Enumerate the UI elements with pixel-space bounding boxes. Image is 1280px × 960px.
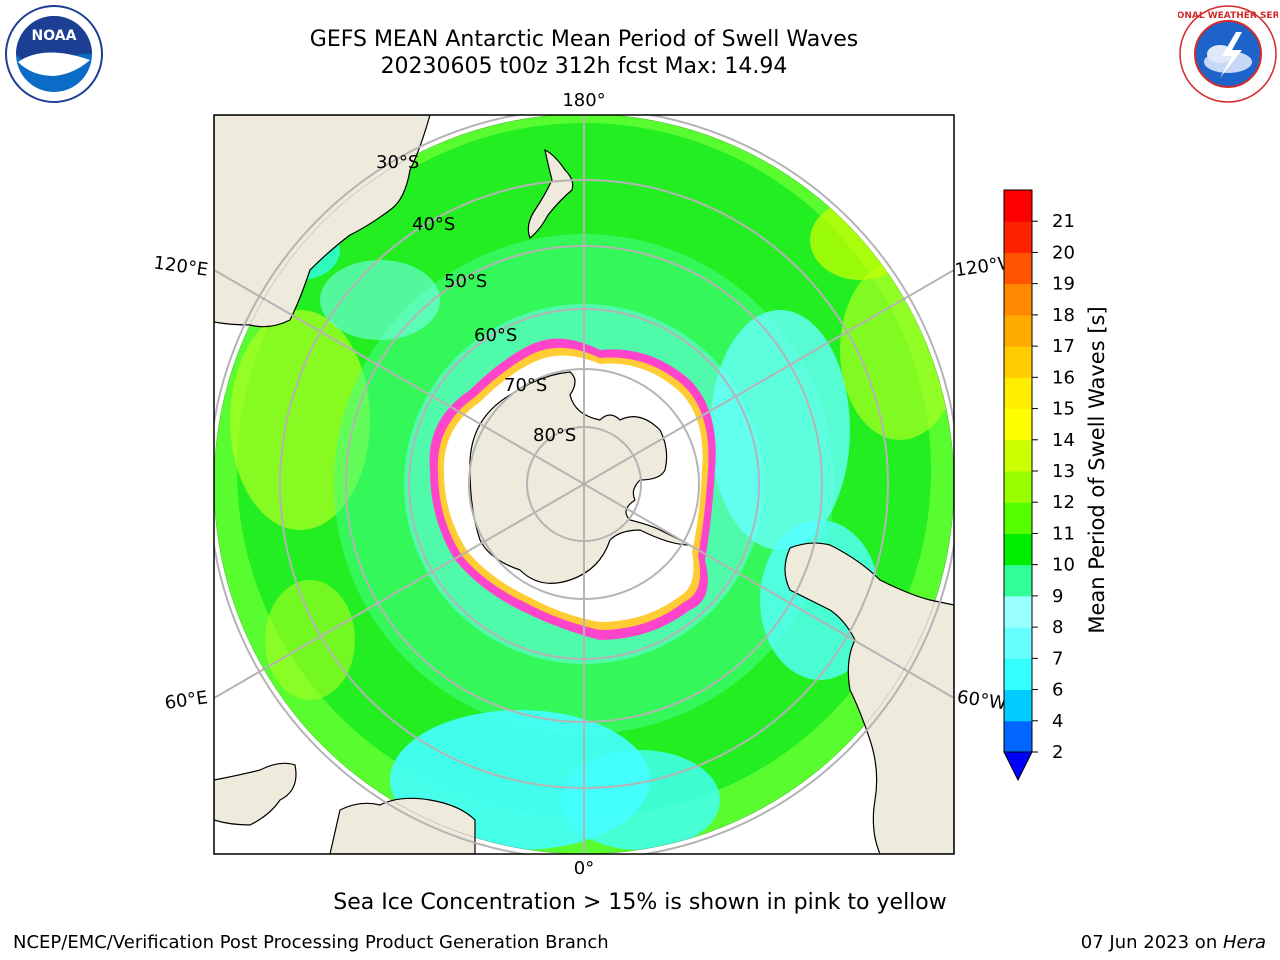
sea-ice-caption: Sea Ice Concentration > 15% is shown in … [333, 890, 947, 915]
noaa-logo: NOAA [5, 5, 103, 103]
colorbar-tick-label: 13 [1052, 461, 1075, 482]
lat-label-40: 40°S [412, 214, 455, 235]
colorbar-tick-label: 6 [1052, 680, 1063, 701]
lon-label-60w: 60°W [956, 687, 1008, 715]
colorbar-segment [1004, 377, 1032, 410]
footer-date: 07 Jun 2023 on Hera [1081, 932, 1266, 953]
colorbar-segment [1004, 471, 1032, 503]
colorbar-segment [1004, 502, 1032, 534]
colorbar-segment [1004, 439, 1032, 472]
colorbar-segment [1004, 689, 1032, 722]
chart-title: GEFS MEAN Antarctic Mean Period of Swell… [309, 27, 859, 52]
lat-label-80: 80°S [533, 425, 576, 446]
nws-logo: NATIONAL WEATHER SERVICE [1178, 5, 1278, 103]
colorbar-tick-label: 15 [1052, 399, 1075, 420]
colorbar-tick-label: 2 [1052, 742, 1063, 763]
colorbar-title: Mean Period of Swell Waves [s] [1085, 306, 1109, 634]
colorbar-tick-label: 9 [1052, 586, 1063, 607]
lat-label-70: 70°S [504, 375, 547, 396]
lon-label-0: 0° [574, 858, 594, 879]
colorbar-segment [1004, 314, 1032, 347]
graticule [214, 115, 954, 854]
land-areas [214, 115, 954, 854]
footer-date-text: 07 Jun 2023 on [1080, 932, 1223, 953]
antarctica-landmass [469, 371, 691, 584]
colorbar-segment [1004, 346, 1032, 378]
colorbar-extend-arrow [1003, 751, 1033, 782]
footer-credit: NCEP/EMC/Verification Post Processing Pr… [13, 932, 609, 953]
longitude-labels: 180° 0° 120°E 120°W 60°E 60°W [152, 90, 1017, 879]
colorbar-segment [1004, 658, 1032, 691]
colorbar-segment [1004, 190, 1032, 222]
colorbar-segment [1004, 533, 1032, 566]
colorbar-segment [1004, 408, 1032, 441]
chart-subtitle: 20230605 t00z 312h fcst Max: 14.94 [380, 54, 788, 79]
colorbar: 2 4 6 7 8 9 10 11 12 13 14 15 16 17 18 19 20 21 [1003, 189, 1075, 782]
lon-label-60e: 60°E [163, 687, 209, 714]
colorbar-tick-label: 4 [1052, 711, 1063, 732]
lon-label-120e: 120°E [152, 252, 209, 280]
colorbar-segment [1004, 564, 1032, 597]
lat-label-50: 50°S [444, 271, 487, 292]
colorbar-tick-label: 12 [1052, 492, 1075, 513]
colorbar-tick-label: 8 [1052, 617, 1063, 638]
colorbar-tick-label: 11 [1052, 523, 1075, 544]
colorbar-tick-label: 19 [1052, 274, 1075, 295]
colorbar-tick-label: 7 [1052, 648, 1063, 669]
colorbar-segment [1004, 283, 1032, 316]
colorbar-tick-label: 18 [1052, 305, 1075, 326]
lon-label-180: 180° [562, 90, 605, 111]
footer-host: Hera [1222, 932, 1266, 953]
colorbar-tick-label: 17 [1052, 336, 1075, 357]
latitude-labels: 30°S 40°S 50°S 60°S 70°S 80°S [376, 152, 576, 446]
colorbar-segment [1004, 221, 1032, 253]
colorbar-segment [1004, 720, 1032, 753]
colorbar-segment [1004, 627, 1032, 659]
colorbar-tick-label: 16 [1052, 367, 1075, 388]
colorbar-segment [1004, 252, 1032, 285]
lat-label-60: 60°S [474, 325, 517, 346]
colorbar-tick-label: 21 [1052, 211, 1075, 232]
map-frame [213, 114, 955, 855]
svg-text:NATIONAL WEATHER SERVICE: NATIONAL WEATHER SERVICE [1178, 11, 1278, 21]
colorbar-segment [1004, 595, 1032, 628]
noaa-logo-text: NOAA [32, 28, 77, 44]
colorbar-tick-label: 20 [1052, 242, 1075, 263]
colorbar-tick-label: 10 [1052, 555, 1075, 576]
colorbar-tick-label: 14 [1052, 430, 1075, 451]
lat-label-30: 30°S [376, 152, 419, 173]
